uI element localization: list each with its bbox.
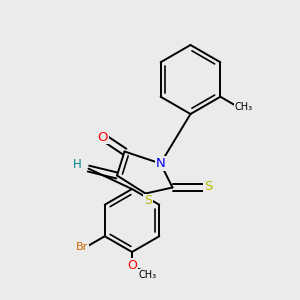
Text: N: N: [156, 157, 165, 170]
Text: O: O: [127, 259, 137, 272]
Text: S: S: [204, 180, 212, 194]
Text: CH₃: CH₃: [139, 269, 157, 280]
Text: O: O: [97, 130, 108, 144]
Text: S: S: [144, 194, 152, 208]
Text: H: H: [73, 158, 82, 172]
Text: CH₃: CH₃: [235, 101, 253, 112]
Text: Br: Br: [76, 242, 88, 253]
